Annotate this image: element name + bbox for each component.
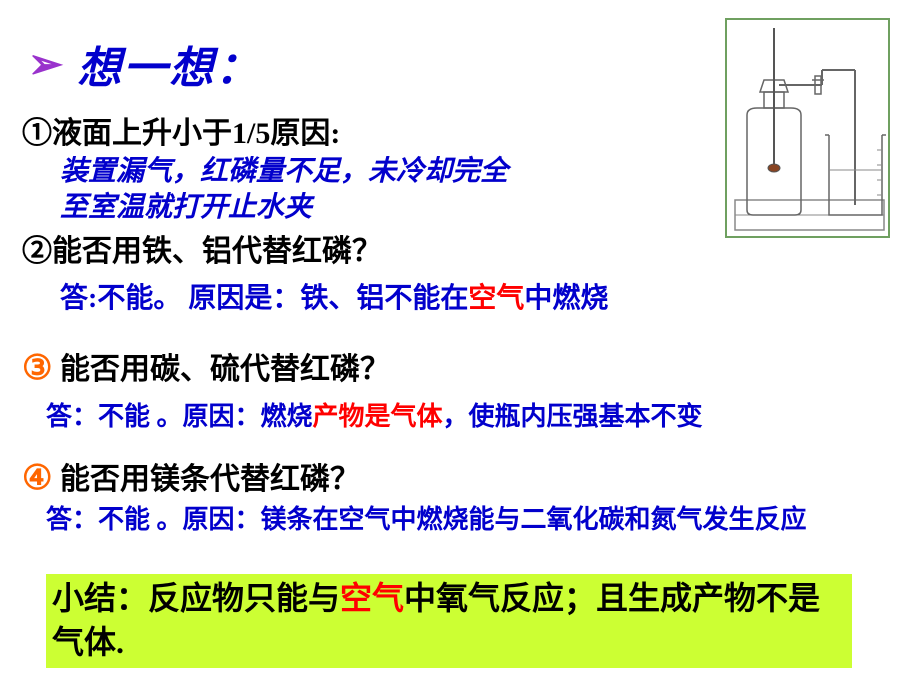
question-4-text: 能否用镁条代替红磷？	[52, 463, 360, 496]
answer-1-line1: 装置漏气，红磷量不足，未冷却完全	[60, 156, 508, 187]
question-4: ④ 能否用镁条代替红磷？	[22, 454, 360, 498]
arrow-icon: ➢	[28, 39, 63, 89]
summary-text: 小结：反应物只能与空气中氧气反应；且生成产物不是气体.	[52, 576, 846, 664]
answer-3-post: ，使瓶内压强基本不变	[443, 402, 703, 431]
answer-2-pre: 答:不能。 原因是：铁、铝不能在	[60, 283, 468, 314]
heading-text: 想一想：	[77, 32, 261, 96]
summary-box: 小结：反应物只能与空气中氧气反应；且生成产物不是气体.	[46, 574, 852, 668]
answer-1: 装置漏气，红磷量不足，未冷却完全 至室温就打开止水夹	[60, 154, 508, 226]
question-3: ③ 能否用碳、硫代替红磷？	[22, 344, 390, 388]
answer-3-pre: 答：不能 。原因：燃烧	[46, 402, 313, 431]
summary-pre: 小结：反应物只能与	[52, 580, 340, 616]
question-4-number: ④	[22, 460, 52, 497]
question-1: ①液面上升小于1/5原因:	[22, 108, 340, 152]
answer-2-highlight: 空气	[468, 283, 524, 314]
answer-3-highlight: 产物是气体	[313, 402, 443, 431]
answer-4: 答：不能 。原因：镁条在空气中燃烧能与二氧化碳和氮气发生反应	[46, 502, 886, 538]
question-3-number: ③	[22, 350, 52, 387]
answer-2: 答:不能。 原因是：铁、铝不能在空气中燃烧	[60, 276, 608, 316]
question-2: ②能否用铁、铝代替红磷？	[22, 226, 382, 270]
section-heading: ➢ 想一想：	[28, 32, 261, 96]
answer-1-line2: 至室温就打开止水夹	[60, 192, 312, 223]
experiment-diagram	[725, 18, 890, 238]
summary-highlight: 空气	[340, 580, 404, 616]
answer-3: 答：不能 。原因：燃烧产物是气体，使瓶内压强基本不变	[46, 396, 703, 433]
answer-2-post: 中燃烧	[524, 283, 608, 314]
question-3-text: 能否用碳、硫代替红磷？	[52, 353, 390, 386]
